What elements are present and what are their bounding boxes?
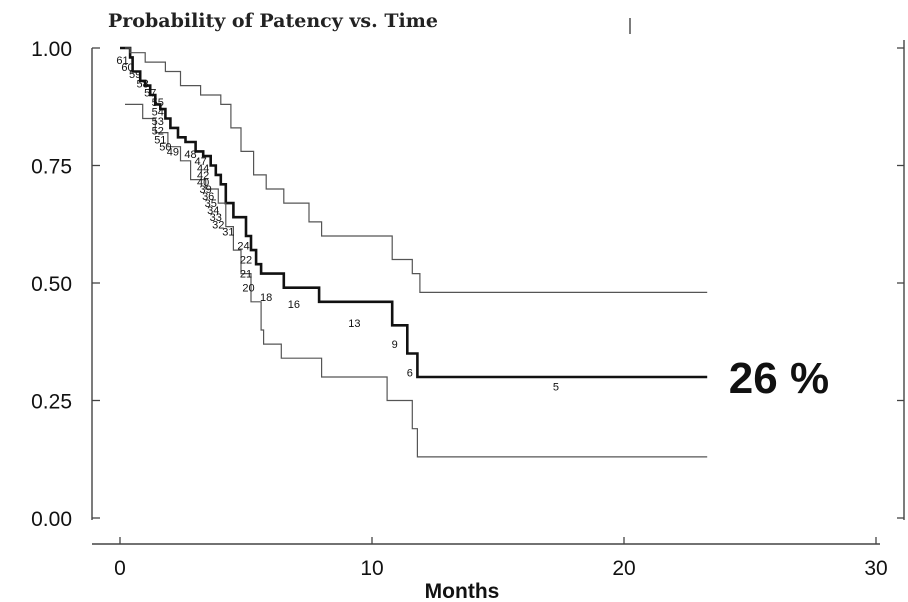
- plot-frame: [91, 18, 905, 545]
- x-tick-label: 0: [114, 557, 126, 580]
- at-risk-label: 20: [242, 283, 254, 295]
- at-risk-label: 34: [207, 205, 219, 217]
- at-risk-label: 32: [212, 219, 224, 231]
- at-risk-label: 9: [392, 339, 398, 351]
- y-tick-label: 0.00: [31, 508, 72, 531]
- at-risk-label: 16: [288, 299, 300, 311]
- survival-curves: [120, 46, 708, 458]
- x-tick-label: 30: [864, 557, 887, 580]
- at-risk-label: 59: [129, 69, 141, 81]
- y-tick-label: 0.75: [31, 156, 72, 179]
- x-tick-label: 20: [612, 557, 635, 580]
- at-risk-label: 21: [240, 269, 252, 281]
- x-tick-label: 10: [360, 557, 383, 580]
- confidence-bound-line-2: [125, 103, 708, 458]
- y-tick-label: 1.00: [31, 38, 72, 61]
- at-risk-label: 6: [407, 367, 413, 379]
- at-risk-label: 52: [152, 125, 164, 137]
- at-risk-label: 31: [222, 226, 234, 238]
- at-risk-label: 22: [240, 255, 252, 267]
- y-tick-label: 0.25: [31, 391, 72, 414]
- at-risk-label: 51: [154, 135, 166, 147]
- x-axis-ticks: 0 10 20 30: [114, 537, 888, 580]
- at-risk-label: 48: [184, 149, 196, 161]
- survival-estimate-line: [120, 46, 708, 379]
- x-axis-label: Months: [425, 580, 500, 602]
- at-risk-label: 49: [167, 146, 179, 158]
- at-risk-label: 33: [210, 212, 222, 224]
- at-risk-label: 35: [205, 198, 217, 210]
- at-risk-label: 50: [159, 142, 171, 154]
- at-risk-label: 42: [197, 170, 209, 182]
- at-risk-label: 18: [260, 292, 272, 304]
- at-risk-label: 60: [121, 62, 133, 74]
- at-risk-label: 5: [553, 381, 559, 393]
- at-risk-label: 40: [197, 177, 209, 189]
- confidence-bound-line-1: [125, 47, 708, 293]
- at-risk-label: 44: [197, 163, 209, 175]
- at-risk-label: 36: [202, 191, 214, 203]
- at-risk-label: 53: [152, 116, 164, 128]
- at-risk-label: 47: [195, 156, 207, 168]
- at-risk-label: 61: [116, 55, 128, 67]
- y-tick-label: 0.50: [31, 273, 72, 296]
- at-risk-label: 57: [144, 88, 156, 100]
- at-risk-label: 58: [137, 78, 149, 90]
- at-risk-label: 13: [348, 318, 360, 330]
- chart-title: Probability of Patency vs. Time: [108, 10, 438, 32]
- at-risk-label: 54: [152, 106, 164, 118]
- at-risk-label: 55: [152, 97, 164, 109]
- y-axis-ticks: 0.00 0.25 0.50 0.75 1.00: [31, 38, 904, 531]
- patency-percent-annotation: 26 %: [729, 354, 829, 403]
- at-risk-label: 24: [237, 240, 249, 252]
- at-risk-label: 39: [200, 184, 212, 196]
